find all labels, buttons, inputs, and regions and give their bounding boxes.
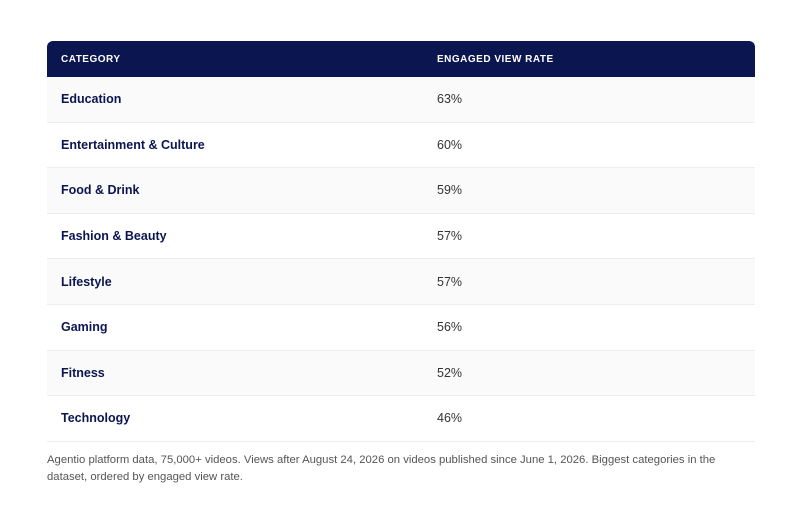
table-row: Fashion & Beauty 57% (47, 214, 755, 260)
rate-cell: 46% (437, 411, 463, 426)
category-cell: Fitness (61, 365, 105, 380)
table-body: Education 63% Entertainment & Culture 60% Fo… (47, 77, 755, 442)
category-cell: Food & Drink (61, 183, 140, 198)
table-row: Education 63% (47, 77, 755, 123)
table-row: Lifestyle 57% (47, 259, 755, 305)
rate-cell: 56% (437, 320, 463, 335)
rate-cell: 59% (437, 183, 463, 198)
category-cell: Fashion & Beauty (61, 229, 167, 244)
table-row: Technology 46% (47, 396, 755, 442)
caption: Agentio platform data, 75,000+ videos. V… (47, 454, 716, 483)
category-cell: Entertainment & Culture (61, 137, 205, 152)
category-cell: Technology (61, 411, 131, 426)
category-cell: Gaming (61, 320, 108, 335)
table-row: Gaming 56% (47, 305, 755, 351)
category-cell: Education (61, 92, 122, 107)
table: CATEGORY ENGAGED VIEW RATE Education 63% E… (47, 41, 755, 442)
rate-cell: 60% (437, 137, 463, 152)
table-header: CATEGORY ENGAGED VIEW RATE (47, 41, 755, 77)
table-row: Entertainment & Culture 60% (47, 123, 755, 169)
rate-cell: 52% (437, 365, 463, 380)
category-cell: Lifestyle (61, 274, 112, 289)
header-cell: ENGAGED VIEW RATE (437, 53, 554, 65)
table-row: Food & Drink 59% (47, 168, 755, 214)
rate-cell: 57% (437, 229, 463, 244)
table-row: Fitness 52% (47, 350, 755, 397)
rate-cell: 63% (437, 92, 463, 107)
header-cell: CATEGORY (61, 53, 121, 65)
rate-cell: 57% (437, 274, 463, 289)
